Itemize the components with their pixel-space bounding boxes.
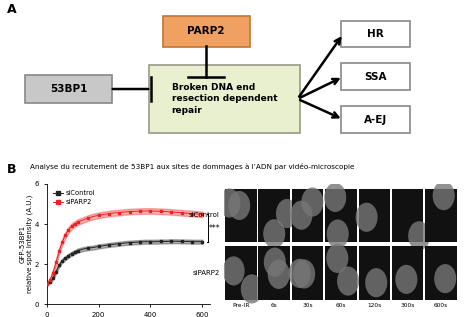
- Text: Pre-IR: Pre-IR: [232, 303, 249, 308]
- Text: 120s: 120s: [367, 303, 382, 308]
- Ellipse shape: [432, 181, 455, 210]
- Ellipse shape: [263, 219, 285, 248]
- FancyBboxPatch shape: [225, 189, 256, 242]
- FancyBboxPatch shape: [341, 63, 410, 90]
- Text: B: B: [7, 163, 16, 176]
- Text: 53BP1: 53BP1: [50, 84, 87, 94]
- Ellipse shape: [408, 221, 430, 250]
- Ellipse shape: [268, 260, 290, 289]
- FancyBboxPatch shape: [25, 75, 112, 103]
- FancyBboxPatch shape: [425, 189, 457, 242]
- Text: 300s: 300s: [400, 303, 415, 308]
- Text: Broken DNA end
resection dependent
repair: Broken DNA end resection dependent repai…: [171, 83, 277, 115]
- Ellipse shape: [355, 203, 378, 232]
- Text: SSA: SSA: [364, 72, 387, 82]
- Text: ***: ***: [209, 223, 220, 233]
- FancyBboxPatch shape: [225, 247, 256, 300]
- Text: Analyse du recrutement de 53BP1 aux sites de dommages à l’ADN par vidéo-microsco: Analyse du recrutement de 53BP1 aux site…: [30, 163, 354, 170]
- Ellipse shape: [434, 264, 456, 293]
- Ellipse shape: [326, 244, 348, 273]
- FancyBboxPatch shape: [258, 247, 290, 300]
- Ellipse shape: [289, 259, 311, 288]
- Ellipse shape: [324, 183, 346, 212]
- FancyBboxPatch shape: [341, 21, 410, 47]
- FancyBboxPatch shape: [392, 247, 424, 300]
- FancyBboxPatch shape: [258, 189, 290, 242]
- Ellipse shape: [264, 248, 286, 277]
- Text: HR: HR: [367, 29, 384, 39]
- Ellipse shape: [228, 191, 250, 220]
- Text: 30s: 30s: [302, 303, 313, 308]
- Y-axis label: GFP-53BP1
relative spot Intensity (A.U.): GFP-53BP1 relative spot Intensity (A.U.): [20, 195, 33, 293]
- Text: 60s: 60s: [336, 303, 346, 308]
- Ellipse shape: [241, 274, 263, 303]
- Ellipse shape: [293, 259, 315, 288]
- Text: A: A: [7, 3, 17, 16]
- FancyBboxPatch shape: [292, 189, 323, 242]
- Ellipse shape: [223, 256, 245, 286]
- Text: 600s: 600s: [434, 303, 448, 308]
- Text: 6s: 6s: [271, 303, 277, 308]
- FancyBboxPatch shape: [341, 106, 410, 133]
- Text: siPARP2: siPARP2: [192, 270, 219, 276]
- FancyBboxPatch shape: [292, 247, 323, 300]
- FancyBboxPatch shape: [163, 16, 249, 47]
- Ellipse shape: [396, 265, 417, 294]
- FancyBboxPatch shape: [359, 247, 390, 300]
- Ellipse shape: [276, 199, 298, 228]
- FancyBboxPatch shape: [359, 189, 390, 242]
- Ellipse shape: [337, 267, 359, 296]
- FancyBboxPatch shape: [325, 247, 357, 300]
- Ellipse shape: [365, 268, 387, 297]
- Text: A-EJ: A-EJ: [364, 114, 387, 125]
- Text: PARP2: PARP2: [187, 26, 225, 36]
- Ellipse shape: [327, 219, 349, 249]
- FancyBboxPatch shape: [149, 65, 300, 133]
- FancyBboxPatch shape: [392, 189, 424, 242]
- Ellipse shape: [301, 187, 323, 217]
- Text: siControl: siControl: [189, 212, 219, 218]
- FancyBboxPatch shape: [325, 189, 357, 242]
- FancyBboxPatch shape: [425, 247, 457, 300]
- Legend: siControl, siPARP2: siControl, siPARP2: [50, 187, 98, 208]
- Ellipse shape: [290, 201, 312, 230]
- Ellipse shape: [219, 189, 241, 217]
